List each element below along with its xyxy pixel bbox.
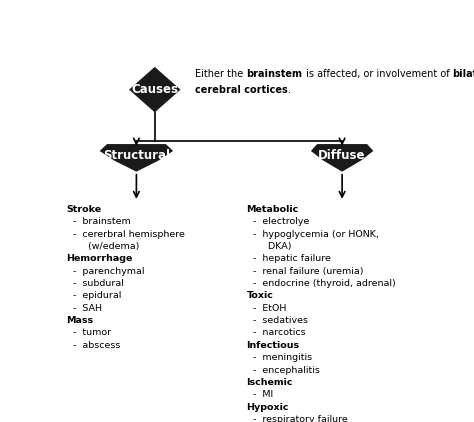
- Text: -  subdural: - subdural: [66, 279, 123, 288]
- Text: .: .: [288, 85, 291, 95]
- Polygon shape: [311, 144, 374, 172]
- Text: -  renal failure (uremia): - renal failure (uremia): [246, 267, 363, 276]
- Text: -  meningitis: - meningitis: [246, 353, 312, 362]
- Text: (w/edema): (w/edema): [66, 242, 139, 251]
- Text: Mass: Mass: [66, 316, 94, 325]
- Text: cerebral cortices: cerebral cortices: [195, 85, 288, 95]
- Polygon shape: [100, 144, 173, 172]
- Text: Ischemic: Ischemic: [246, 378, 293, 387]
- Text: -  parenchymal: - parenchymal: [66, 267, 144, 276]
- Text: -  narcotics: - narcotics: [246, 328, 305, 338]
- Text: -  EtOH: - EtOH: [246, 304, 286, 313]
- Text: -  cererbral hemisphere: - cererbral hemisphere: [66, 230, 184, 239]
- Text: DKA): DKA): [246, 242, 291, 251]
- Text: Hypoxic: Hypoxic: [246, 403, 289, 411]
- Text: -  endocrine (thyroid, adrenal): - endocrine (thyroid, adrenal): [246, 279, 395, 288]
- Text: -  tumor: - tumor: [66, 328, 111, 338]
- Text: -  sedatives: - sedatives: [246, 316, 308, 325]
- Text: -  hepatic failure: - hepatic failure: [246, 254, 330, 263]
- Text: -  respiratory failure: - respiratory failure: [246, 415, 347, 422]
- Text: Hemorrhage: Hemorrhage: [66, 254, 133, 263]
- Text: brainstem: brainstem: [246, 68, 302, 78]
- Text: -  hypoglycemia (or HONK,: - hypoglycemia (or HONK,: [246, 230, 378, 239]
- Text: Diffuse: Diffuse: [319, 149, 366, 162]
- Text: Toxic: Toxic: [246, 292, 273, 300]
- Text: is affected, or involvement of: is affected, or involvement of: [302, 68, 452, 78]
- Text: -  MI: - MI: [246, 390, 273, 399]
- Text: Stroke: Stroke: [66, 205, 102, 214]
- Text: Metabolic: Metabolic: [246, 205, 299, 214]
- Text: -  encephalitis: - encephalitis: [246, 365, 319, 374]
- Text: Structural: Structural: [103, 149, 170, 162]
- Text: Causes: Causes: [131, 83, 178, 96]
- Text: -  SAH: - SAH: [66, 304, 101, 313]
- Text: bilateral: bilateral: [452, 68, 474, 78]
- Text: Either the: Either the: [195, 68, 246, 78]
- Text: -  brainstem: - brainstem: [66, 217, 130, 226]
- Text: Infectious: Infectious: [246, 341, 300, 350]
- Text: -  electrolye: - electrolye: [246, 217, 309, 226]
- Text: -  abscess: - abscess: [66, 341, 120, 350]
- Text: -  epidural: - epidural: [66, 292, 121, 300]
- Polygon shape: [129, 67, 181, 112]
